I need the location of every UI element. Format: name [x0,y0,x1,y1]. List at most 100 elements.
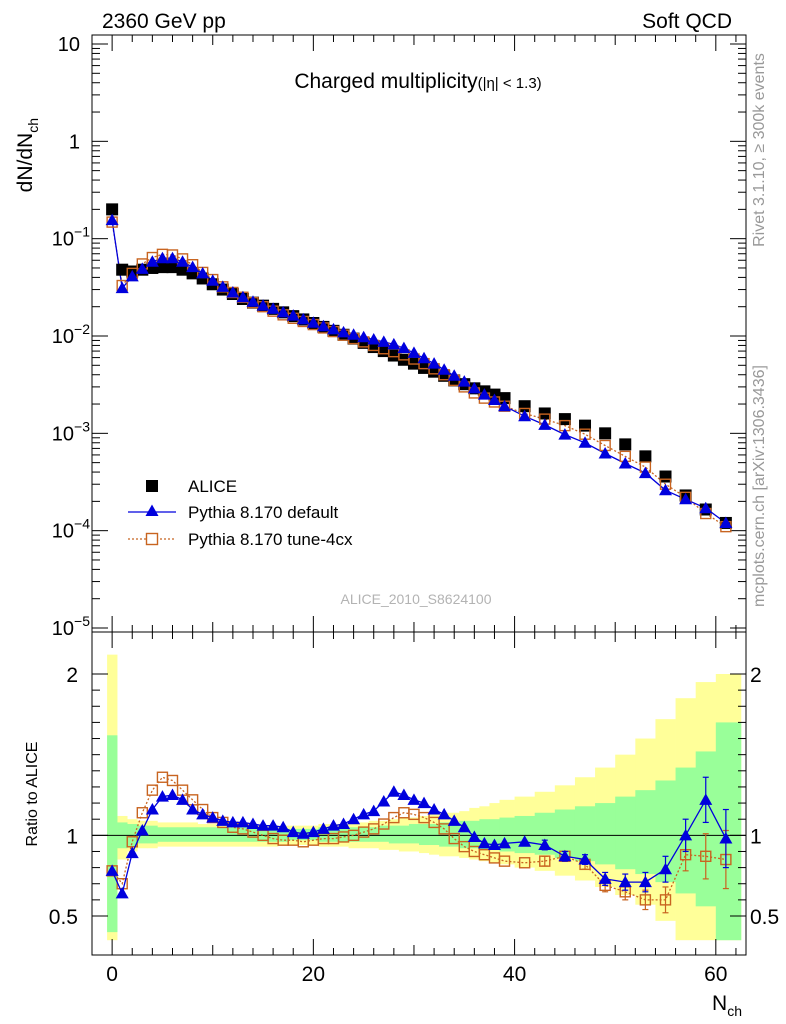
ratio-pythia-default-point [407,793,421,805]
pythia-default-point [457,375,471,387]
main-ytick-label-exp: −2 [74,321,90,337]
pythia-default-point [266,302,280,314]
pythia-default-point [196,266,210,279]
pythia-default-point [186,260,200,273]
pythia-default-point [467,381,481,394]
main-ytick-label-exp: −3 [74,418,90,434]
ratio-pythia-default-point [719,832,733,844]
ratio-band-green [328,827,339,842]
ratio-band-green [408,824,420,844]
ratio-band-green [615,796,636,870]
main-ytick-label-base: 10 [52,423,74,445]
ratio-pythia-default-point [125,846,139,859]
pythia-default-point [518,409,532,422]
x-axis-label-text: N [712,992,727,1015]
ratio-pythia-tune-point [428,816,440,829]
rivet-version-label: Rivet 3.1.10, ≥ 300k events [751,53,768,247]
pythia-default-point [135,262,149,274]
main-y-axis-label-sub: ch [25,118,41,133]
ratio-band-green [227,827,239,842]
pythia-default-point [367,333,381,345]
mcplots-credit-label: mcplots.cern.ch [arXiv:1306.3436] [751,365,768,607]
ratio-band-green [715,722,742,941]
pythia-default-point [578,436,592,448]
ratio-band-green [217,827,229,842]
pythia-default-point [397,341,411,354]
ratio-pythia-default-point [296,827,310,839]
pythia-default-point [719,516,733,528]
pythia-default-point [296,312,310,325]
ratio-pythia-default-point [387,785,401,797]
pythia-default-point [306,316,320,328]
legend-label-tune: Pythia 8.170 tune-4cx [188,530,353,549]
pythia-default-point [165,251,179,264]
alice-point [599,427,612,440]
main-ytick-label-exp: −4 [74,516,90,532]
ratio-pythia-default-point [155,790,169,802]
ratio-pythia-default-point [699,793,713,805]
category-label: Soft QCD [642,10,732,33]
main-ytick-label: 10−1 [52,224,90,251]
ratio-bands [92,654,746,941]
ratio-band-green [378,825,390,842]
pythia-default-point [347,328,361,340]
main-ytick-label-base: 10 [52,618,74,640]
ratio-pythia-default-point [347,812,361,825]
pythia-default-point [357,330,371,343]
legend: ALICE Pythia 8.170 default Pythia 8.170 … [128,477,353,549]
pythia-default-point [125,269,139,282]
energy-label: 2360 GeV pp [102,10,226,33]
alice-point [418,361,431,374]
ratio-pythia-tune-point [448,832,460,845]
ratio-pythia-default-point [316,822,330,834]
main-ytick-label: 10−5 [52,613,90,640]
ratio-pythia-default-point [437,807,451,820]
xtick-label: 0 [106,963,118,986]
ratio-pythia-default-point [498,836,512,849]
ratio-band-green [207,827,219,842]
legend-marker-tune [145,532,159,546]
main-ytick-label-base: 10 [52,326,74,348]
ratio-pythia-default-point [538,838,552,851]
pythia-default-point [337,325,351,338]
pythia-default-point [206,274,220,286]
ratio-pythia-default-point [558,849,572,862]
ratio-pythia-default-point [417,796,431,809]
ratio-pythia-default-point [256,819,270,831]
alice-point [619,438,632,451]
pythia-default-point [699,501,713,514]
ratio-ytick-label: 1 [66,825,78,848]
ratio-pythia-tune-point [518,857,531,869]
legend-label-alice: ALICE [188,477,237,496]
pythia-default-point [316,319,330,332]
pythia-default-point [256,299,270,311]
ratio-pythia-tune-point [378,818,390,830]
ratio-pythia-default-point [397,788,411,800]
main-ytick-label-exp: −5 [74,613,90,629]
chart-title-main: Charged multiplicity [294,70,478,93]
ratio-band-green [419,824,430,846]
pythia-default-point [638,466,652,479]
ratio-pythia-default-point [477,836,491,849]
ratio-pythia-default-point [286,825,300,838]
pythia-default-point [145,255,159,267]
ratio-pythia-default-point [377,794,391,807]
ratio-ytick-label-right: 0.5 [750,906,779,929]
ratio-pythia-default-point [105,864,119,876]
ratio-pythia-default-point [326,819,340,831]
main-ytick-label-base: 10 [52,521,74,543]
ratio-band-green [358,827,369,842]
ratio-band-green [157,827,168,842]
ratio-pythia-tune-point [438,823,450,835]
ratio-band-green [635,790,656,875]
ratio-band-green [429,824,440,846]
ratio-pythia-default-point [598,872,612,884]
main-ytick-label-base: 10 [52,229,74,251]
chart-title: Charged multiplicity(|η| < 1.3) [294,70,541,93]
pythia-default-point [387,337,401,350]
ratio-band-green [595,803,616,865]
ratio-pythia-tune-point [146,784,159,796]
pythia-default-point [286,309,300,321]
alice-point [428,365,441,378]
